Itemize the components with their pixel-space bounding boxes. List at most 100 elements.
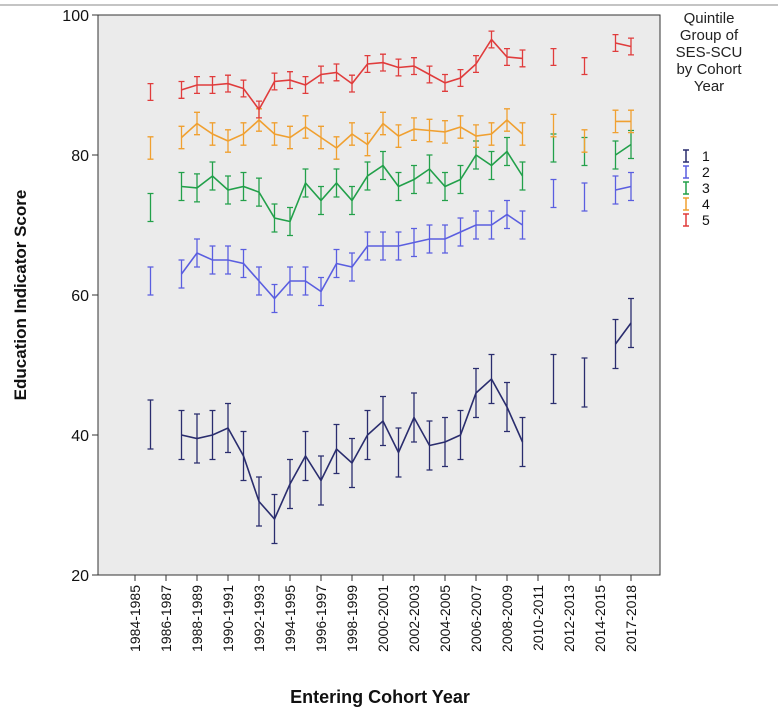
error-bar xyxy=(519,49,526,68)
error-bar xyxy=(380,53,386,72)
error-bar xyxy=(504,381,510,433)
legend-symbol xyxy=(683,149,689,163)
error-bar xyxy=(194,75,200,95)
error-bar xyxy=(302,75,309,95)
x-tick-label: 1998-1999 xyxy=(344,585,360,652)
x-tick-label: 1990-1991 xyxy=(220,585,236,652)
x-tick-label: 2012-2013 xyxy=(561,585,577,652)
error-bar xyxy=(364,161,371,191)
legend-symbol xyxy=(683,165,689,179)
error-bar xyxy=(349,74,355,93)
error-bar xyxy=(349,437,355,489)
error-bar xyxy=(287,71,293,90)
y-tick-label: 40 xyxy=(71,428,89,445)
error-bar xyxy=(581,182,588,212)
error-bar xyxy=(333,136,340,160)
y-tick-label: 100 xyxy=(62,8,89,25)
legend-label: 5 xyxy=(702,212,710,228)
error-bar xyxy=(287,266,293,296)
legend-label: 3 xyxy=(702,180,710,196)
error-bar xyxy=(364,132,371,157)
error-bar xyxy=(411,164,417,195)
y-axis-label: Education Indicator Score xyxy=(11,190,30,401)
x-tick-label: 1996-1997 xyxy=(313,585,329,652)
error-bar xyxy=(240,171,247,202)
error-bar xyxy=(550,113,557,138)
error-bar xyxy=(349,185,355,216)
error-bar xyxy=(395,58,402,77)
error-bar xyxy=(240,79,247,98)
error-bar xyxy=(364,54,371,74)
error-bar xyxy=(488,210,495,240)
error-bar xyxy=(271,493,278,545)
error-bar xyxy=(628,37,634,56)
error-bar xyxy=(426,420,433,471)
error-bar xyxy=(581,357,588,408)
error-bar xyxy=(194,173,200,203)
error-bar xyxy=(411,227,417,258)
error-bar xyxy=(628,171,634,202)
error-bar xyxy=(302,266,309,296)
legend-title: Quintile Group of SES-SCU by Cohort Year xyxy=(675,10,743,95)
error-bar xyxy=(225,129,231,153)
error-bar xyxy=(318,185,324,216)
error-bar xyxy=(519,122,526,146)
error-bar xyxy=(488,150,495,181)
x-tick-label: 2010-2011 xyxy=(530,585,546,651)
error-bar xyxy=(178,171,185,202)
error-bar xyxy=(302,115,309,139)
error-bar xyxy=(209,161,216,191)
error-bar xyxy=(194,413,200,464)
error-bar xyxy=(395,171,402,202)
legend-symbol xyxy=(683,181,689,195)
error-bar xyxy=(426,65,433,84)
error-bar xyxy=(178,409,185,461)
error-bar xyxy=(473,124,479,148)
error-bar xyxy=(628,109,634,134)
error-bar xyxy=(256,177,262,207)
error-bar xyxy=(318,276,324,307)
error-bar xyxy=(271,283,278,314)
error-bar xyxy=(457,217,464,247)
error-bar xyxy=(504,199,510,230)
error-bar xyxy=(411,57,417,76)
error-bar xyxy=(318,65,324,84)
legend-label: 2 xyxy=(702,164,710,180)
error-bar xyxy=(302,430,309,482)
error-bar xyxy=(147,136,154,160)
error-bar xyxy=(504,47,510,67)
error-bar xyxy=(225,175,231,205)
error-bar xyxy=(411,117,417,141)
error-bar xyxy=(318,125,324,150)
error-bar xyxy=(380,150,386,181)
x-tick-label: 2000-2001 xyxy=(375,585,391,652)
error-bar xyxy=(581,129,588,153)
x-tick-label: 1988-1989 xyxy=(189,585,205,652)
error-bar xyxy=(395,427,402,478)
error-bar xyxy=(380,395,386,447)
x-tick-label: 2017-2018 xyxy=(623,585,639,652)
error-bar xyxy=(194,238,200,268)
error-bar xyxy=(209,75,216,95)
legend-label: 1 xyxy=(702,148,710,164)
error-bar xyxy=(612,109,619,134)
error-bar xyxy=(287,125,293,150)
x-tick-label: 1984-1985 xyxy=(127,585,143,652)
error-bar xyxy=(240,430,247,482)
error-bar xyxy=(457,115,464,139)
error-bar xyxy=(147,192,154,223)
error-bar xyxy=(271,122,278,146)
error-bar xyxy=(612,140,619,170)
error-bar xyxy=(240,122,247,146)
error-bar xyxy=(333,248,340,279)
error-bar xyxy=(519,210,526,240)
error-bar xyxy=(240,248,247,279)
error-bar xyxy=(426,118,433,143)
error-bar xyxy=(318,455,324,506)
y-tick-label: 80 xyxy=(71,148,89,165)
error-bar xyxy=(550,353,557,405)
error-bar xyxy=(349,252,355,282)
error-bar xyxy=(442,120,448,144)
